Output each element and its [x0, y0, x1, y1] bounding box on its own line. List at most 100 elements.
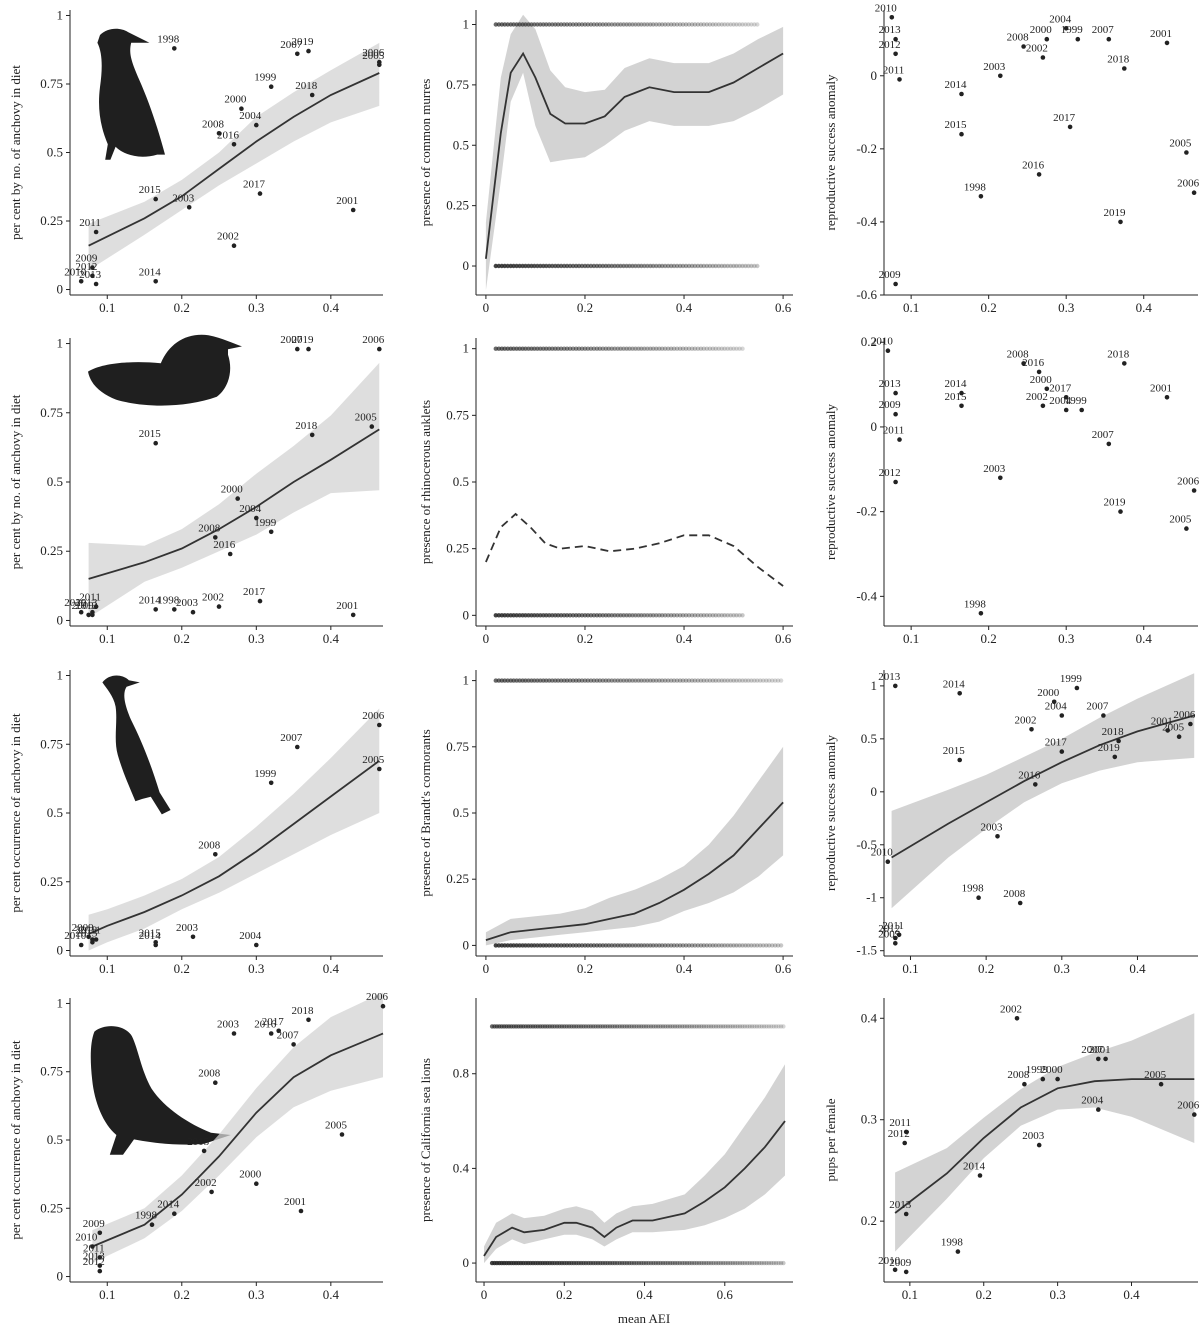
data-point-2013 [90, 609, 95, 615]
point-label-1999: 1999 [254, 768, 277, 780]
point-label-2011: 2011 [883, 64, 905, 76]
point-label-2009: 2009 [879, 399, 902, 411]
point-label-1999: 1999 [1026, 1064, 1049, 1076]
presence-point [607, 1024, 613, 1029]
data-point-2018 [309, 92, 315, 98]
data-point-2005 [339, 1132, 345, 1137]
presence-point [749, 22, 754, 27]
presence-point [677, 263, 683, 269]
presence-point [746, 22, 751, 27]
data-point-2015 [957, 757, 962, 763]
y-tick-label: 0.5 [453, 805, 469, 820]
point-label-2003: 2003 [176, 597, 199, 609]
presence-point [716, 613, 721, 618]
data-point-2018 [1122, 361, 1127, 366]
x-tick-label: 0.4 [676, 300, 693, 315]
data-point-2005 [369, 424, 375, 429]
x-tick-label: 0.1 [99, 631, 115, 646]
presence-point [671, 678, 677, 683]
presence-point [725, 678, 730, 683]
presence-point [642, 613, 647, 618]
data-point-1999 [1079, 407, 1084, 413]
data-point-2000 [1044, 36, 1050, 42]
x-tick-label: 0.4 [676, 631, 693, 646]
presence-point [603, 346, 608, 351]
data-point-2015 [153, 940, 158, 945]
presence-point [683, 678, 689, 683]
point-label-2002: 2002 [1026, 43, 1048, 55]
presence-point [621, 678, 626, 683]
data-point-2002 [216, 604, 222, 609]
confidence-band [88, 42, 380, 271]
x-tick-label: 0.4 [323, 961, 340, 976]
presence-point [770, 943, 775, 948]
x-tick-label: 0.2 [981, 300, 997, 315]
y-tick-label: 0.25 [446, 198, 469, 213]
presence-point [710, 678, 715, 683]
presence-point [725, 346, 730, 351]
y-tick-label: 0.25 [446, 541, 469, 556]
data-point-2006 [1188, 721, 1193, 727]
data-point-2007 [1101, 713, 1106, 718]
presence-point [680, 346, 686, 351]
presence-point [594, 346, 600, 351]
data-point-2000 [1051, 699, 1057, 705]
presence-point [707, 22, 712, 27]
presence-point [716, 22, 721, 27]
presence-point [588, 22, 594, 27]
presence-point [771, 1260, 776, 1266]
presence-point [707, 678, 712, 683]
point-label-1998: 1998 [157, 594, 180, 606]
data-point-2011 [93, 937, 99, 942]
presence-point [716, 943, 721, 948]
presence-point [722, 943, 727, 948]
point-label-2005: 2005 [1169, 514, 1192, 526]
point-label-2005: 2005 [362, 50, 385, 62]
confidence-band [891, 673, 1195, 909]
point-label-2017: 2017 [1045, 737, 1068, 749]
point-label-2007: 2007 [1081, 1044, 1104, 1056]
presence-point [663, 263, 668, 269]
point-label-2011: 2011 [79, 925, 101, 937]
presence-point [633, 346, 638, 351]
presence-point [710, 22, 715, 27]
fitted-line [92, 1032, 384, 1248]
fitted-line [485, 801, 784, 941]
presence-point [743, 263, 748, 269]
point-label-2003: 2003 [981, 821, 1004, 833]
data-point-2003 [186, 205, 192, 210]
point-label-1999: 1999 [254, 72, 277, 84]
fitted-line [88, 428, 380, 580]
presence-point [725, 1260, 731, 1266]
y-tick-label: 0.25 [446, 871, 469, 886]
presence-point [683, 943, 689, 948]
presence-point [725, 22, 730, 27]
presence-point [721, 1024, 726, 1029]
data-point-2009 [97, 1230, 103, 1236]
point-label-2012: 2012 [75, 925, 97, 937]
point-label-2015: 2015 [139, 428, 162, 440]
presence-point [597, 22, 602, 27]
presence-point [737, 613, 742, 618]
data-point-2010 [885, 348, 891, 354]
presence-point [663, 613, 668, 618]
presence-point [749, 1024, 755, 1029]
point-label-2014: 2014 [945, 378, 968, 390]
point-label-2000: 2000 [239, 1169, 262, 1181]
y-axis-title: reproductive success anomaly [823, 404, 838, 560]
data-point-1999 [268, 84, 274, 89]
presence-point [757, 1260, 762, 1266]
data-point-2008 [1022, 1081, 1027, 1087]
point-label-2016: 2016 [217, 129, 240, 141]
data-point-2008 [213, 1080, 218, 1085]
presence-point [695, 613, 701, 618]
presence-point [743, 943, 748, 948]
data-point-2009 [903, 1269, 909, 1275]
presence-point [645, 678, 650, 683]
presence-point [698, 22, 704, 27]
y-axis-title: presence of rhinocerous auklets [418, 400, 433, 564]
point-label-2007: 2007 [280, 39, 303, 51]
presence-point [713, 613, 718, 618]
presence-point [764, 943, 769, 948]
presence-point [674, 613, 680, 618]
